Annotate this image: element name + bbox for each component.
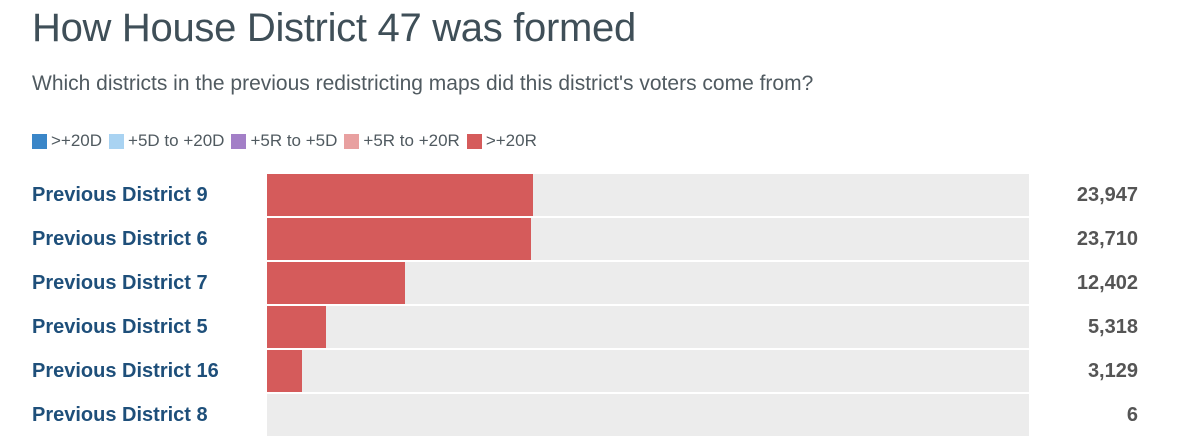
bar-track <box>267 350 1029 392</box>
bar-row: Previous District 8 6 <box>0 394 1200 436</box>
bar-track <box>267 174 1029 216</box>
value-label: 5,318 <box>1087 316 1138 338</box>
category-label: Previous District 6 <box>32 228 208 250</box>
category-label: Previous District 16 <box>32 360 219 382</box>
bar <box>267 218 531 260</box>
legend-label-strong-dem: >+20D <box>51 131 103 150</box>
bar-row: Previous District 16 3,129 <box>0 350 1200 392</box>
bar <box>267 350 302 392</box>
legend-swatch-tossup <box>231 133 247 149</box>
legend-item-strong-dem: >+20D <box>32 131 102 151</box>
legend-label-tossup: +5R to +5D <box>250 131 338 150</box>
category-label: Previous District 7 <box>32 272 208 294</box>
legend-item-strong-rep: >+20R <box>466 131 537 151</box>
legend: >+20D +5D to +20D +5R to +5D +5R to +20R… <box>32 129 544 153</box>
bar-track <box>267 262 1029 304</box>
legend-item-tossup: +5R to +5D <box>231 131 337 151</box>
bar-row: Previous District 5 5,318 <box>0 306 1200 348</box>
category-label: Previous District 9 <box>32 184 208 206</box>
legend-swatch-strong-dem <box>32 133 47 149</box>
bar-track <box>267 306 1029 348</box>
bar <box>267 306 326 348</box>
legend-item-lean-dem: +5D to +20D <box>109 131 224 151</box>
chart-title: How House District 47 was formed <box>32 6 636 50</box>
bar-row: Previous District 7 12,402 <box>0 262 1200 304</box>
legend-swatch-lean-rep <box>344 133 360 149</box>
bar <box>267 262 405 304</box>
bar <box>267 174 533 216</box>
category-label: Previous District 5 <box>32 316 208 338</box>
value-label: 3,129 <box>1087 360 1138 382</box>
legend-swatch-strong-rep <box>466 133 482 149</box>
value-label: 23,947 <box>1076 184 1138 206</box>
value-label: 6 <box>1126 404 1138 426</box>
category-label: Previous District 8 <box>32 404 208 426</box>
bar-row: Previous District 6 23,710 <box>0 218 1200 260</box>
bar-track <box>267 394 1029 436</box>
legend-label-strong-rep: >+20R <box>485 131 537 150</box>
legend-label-lean-dem: +5D to +20D <box>128 131 225 150</box>
value-label: 12,402 <box>1076 272 1138 294</box>
legend-item-lean-rep: +5R to +20R <box>344 131 460 151</box>
bar-track <box>267 218 1029 260</box>
value-label: 23,710 <box>1076 228 1138 250</box>
chart-subtitle: Which districts in the previous redistri… <box>32 72 814 95</box>
bar-row: Previous District 9 23,947 <box>0 174 1200 216</box>
legend-swatch-lean-dem <box>109 133 125 149</box>
legend-label-lean-rep: +5R to +20R <box>363 131 460 150</box>
